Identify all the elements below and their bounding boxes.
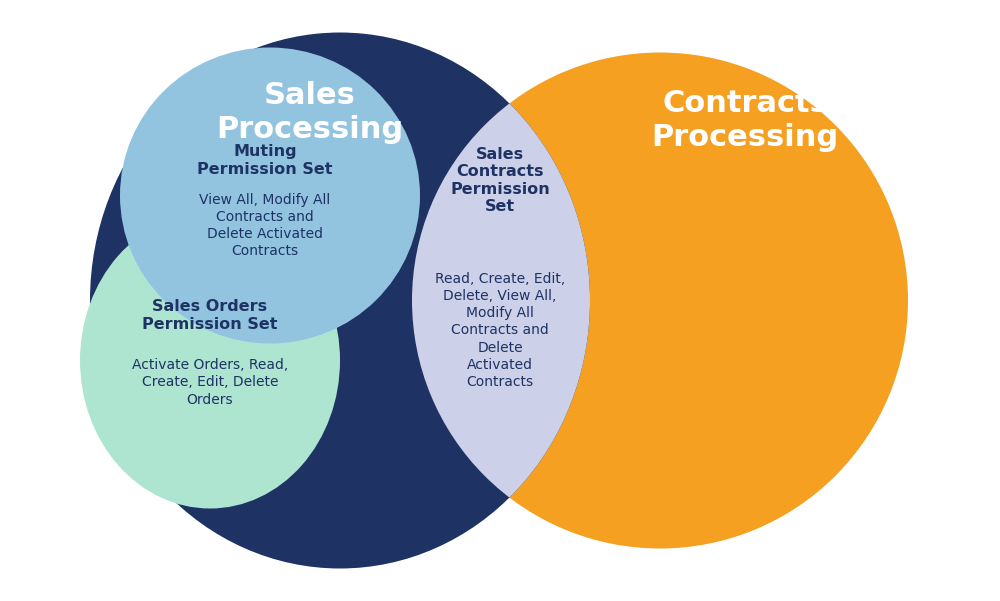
Text: Muting
Permission Set: Muting Permission Set (197, 144, 333, 177)
Ellipse shape (90, 32, 590, 569)
Text: Activate Orders, Read,
Create, Edit, Delete
Orders: Activate Orders, Read, Create, Edit, Del… (132, 358, 288, 407)
Circle shape (412, 52, 908, 549)
Ellipse shape (120, 47, 420, 344)
Ellipse shape (80, 213, 340, 508)
Text: View All, Modify All
Contracts and
Delete Activated
Contracts: View All, Modify All Contracts and Delet… (199, 192, 331, 258)
Text: Read, Create, Edit,
Delete, View All,
Modify All
Contracts and
Delete
Activated
: Read, Create, Edit, Delete, View All, Mo… (435, 272, 565, 389)
Text: Sales
Contracts
Permission
Set: Sales Contracts Permission Set (450, 147, 550, 214)
Text: Sales Orders
Permission Set: Sales Orders Permission Set (142, 299, 278, 332)
Text: Contracts
Processing: Contracts Processing (651, 89, 839, 152)
Circle shape (412, 52, 908, 549)
Text: Sales
Processing: Sales Processing (216, 81, 404, 144)
